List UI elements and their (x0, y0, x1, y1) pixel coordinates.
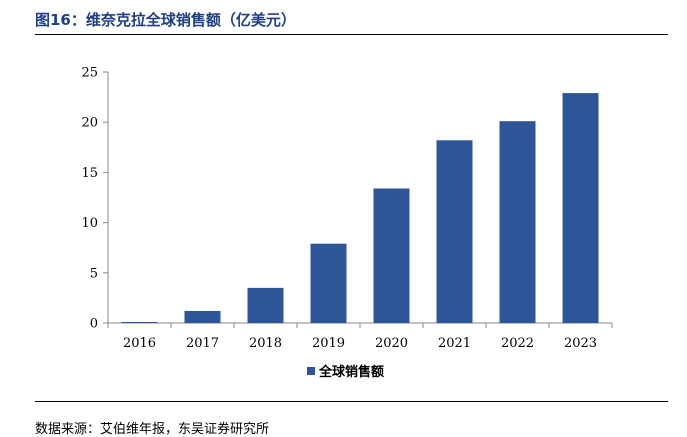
bottom-rule (35, 401, 668, 402)
bar-2019 (310, 243, 347, 323)
chart-legend: 全球销售额 (307, 364, 384, 380)
x-tick-label: 2023 (564, 336, 597, 351)
x-tick-label: 2018 (249, 336, 282, 351)
bar-2016 (121, 321, 158, 323)
legend-label: 全球销售额 (318, 364, 384, 380)
figure-title: 图16：维奈克拉全球销售额（亿美元） (35, 11, 296, 29)
bar-chart: 0 5 10 15 20 25 2016 2017 2018 2019 2020 2021 2022 20… (81, 66, 613, 380)
y-tick-label: 0 (90, 317, 98, 332)
y-tick-label: 20 (81, 116, 98, 131)
x-tick-label: 2022 (501, 336, 534, 351)
y-tick-label: 5 (90, 266, 98, 281)
y-tick-label: 25 (81, 66, 98, 81)
bar-2022 (499, 121, 536, 323)
x-tick-label: 2016 (123, 336, 156, 351)
chart-bars (121, 93, 599, 323)
x-tick-label: 2017 (186, 336, 219, 351)
source-note: 数据来源：艾伯维年报，东吴证券研究所 (35, 422, 270, 437)
bar-2018 (247, 287, 284, 323)
bar-2020 (373, 188, 410, 323)
top-rule (35, 34, 668, 35)
x-tick-label: 2020 (375, 336, 408, 351)
bar-2021 (436, 140, 473, 323)
chart-axes (103, 71, 613, 328)
y-tick-label: 15 (81, 166, 98, 181)
bar-2023 (562, 93, 599, 323)
y-tick-label: 10 (81, 216, 98, 231)
bar-2017 (184, 310, 221, 323)
legend-swatch (307, 367, 315, 375)
chart-tick-labels: 0 5 10 15 20 25 2016 2017 2018 2019 2020 2021 2022 20… (81, 66, 597, 352)
x-tick-label: 2021 (438, 336, 471, 351)
x-tick-label: 2019 (312, 336, 345, 351)
